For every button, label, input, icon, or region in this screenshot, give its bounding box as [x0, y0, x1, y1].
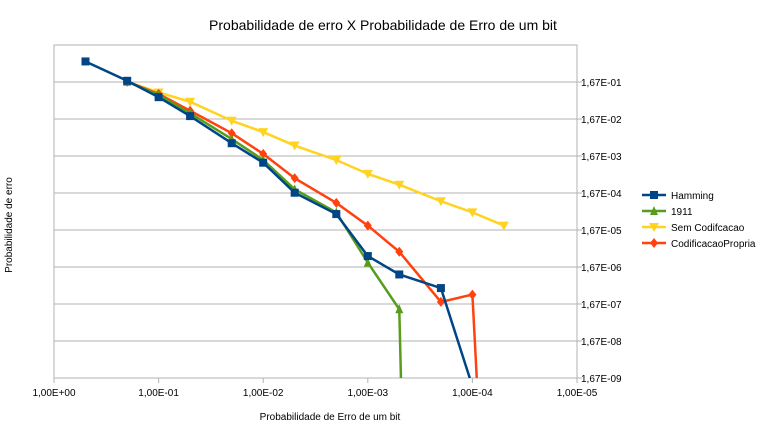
- y-axis-label: Probabilidade de erro: [4, 177, 15, 273]
- 1911-point: [395, 304, 404, 314]
- hamming-point: [290, 188, 299, 197]
- legend-hamming-point: [650, 191, 658, 199]
- series-line-sem-codifcacao: [126, 80, 505, 227]
- hamming-point: [227, 139, 236, 148]
- legend-label: Sem Codifcacao: [671, 223, 745, 234]
- x-tick-label: 1,00E-02: [243, 388, 284, 399]
- x-tick-label: 1,00E-03: [348, 388, 389, 399]
- y-axis: 1,67E-01 1,67E-02 1,67E-03 1,67E-04 1,67E-05…: [577, 78, 622, 385]
- codificacaopropria-point: [290, 173, 299, 184]
- series-codificacaopropria: [123, 76, 479, 378]
- hamming-point: [186, 112, 195, 121]
- legend-item-codificacaopropria: CodificacaoPropria: [642, 238, 756, 250]
- sem-codifcacao-point: [331, 156, 342, 166]
- series-1911: [123, 76, 404, 378]
- sem-codifcacao-point: [467, 208, 478, 218]
- plot-area-border: [53, 44, 578, 379]
- y-tick-label: 1,67E-09: [581, 374, 622, 385]
- grid: [54, 81, 577, 379]
- codificacaopropria-point: [395, 246, 404, 257]
- hamming-point: [81, 57, 90, 66]
- legend-item-hamming: Hamming: [642, 191, 714, 202]
- x-tick-label: 1,00E-01: [138, 388, 179, 399]
- x-axis-label: Probabilidade de Erro de um bit: [260, 412, 401, 423]
- codificacaopropria-point: [436, 296, 445, 307]
- legend-label: CodificacaoPropria: [671, 239, 756, 250]
- sem-codifcacao-point: [362, 169, 373, 179]
- legend-item-sem-codifcacao: Sem Codifcacao: [642, 223, 745, 234]
- legend-1911-point: [650, 206, 658, 215]
- series-layer: [81, 57, 509, 378]
- hamming-point: [332, 210, 341, 219]
- x-tick-label: 1,00E+00: [32, 388, 76, 399]
- legend-sem-codifcacao-point: [649, 223, 659, 232]
- y-tick-label: 1,67E-06: [581, 263, 622, 274]
- y-tick-label: 1,67E-04: [581, 189, 622, 200]
- y-tick-label: 1,67E-08: [581, 337, 622, 348]
- x-tick-label: 1,00E-05: [557, 388, 598, 399]
- y-tick-label: 1,67E-01: [581, 78, 622, 89]
- legend: Hamming 1911 Sem Codifcacao CodificacaoProp…: [642, 191, 756, 250]
- 1911-point: [363, 257, 372, 267]
- hamming-point: [395, 270, 404, 279]
- series-line-hamming: [84, 60, 472, 378]
- sem-codifcacao-point: [498, 221, 509, 231]
- sem-codifcacao-point: [435, 197, 446, 207]
- x-axis: 1,00E+00 1,00E-01 1,00E-02 1,00E-03 1,00E-04…: [32, 378, 598, 399]
- legend-label: Hamming: [671, 191, 714, 202]
- codificacaopropria-point: [332, 197, 341, 208]
- legend-label: 1911: [671, 207, 693, 218]
- hamming-point: [363, 252, 372, 261]
- y-tick-label: 1,67E-03: [581, 152, 622, 163]
- codificacaopropria-point: [227, 128, 236, 139]
- series-line-1911: [126, 80, 403, 378]
- sem-codifcacao-point: [226, 116, 237, 126]
- legend-item-1911: 1911: [642, 206, 693, 218]
- hamming-point: [436, 284, 445, 293]
- y-tick-label: 1,67E-05: [581, 226, 622, 237]
- series-sem-codifcacao: [122, 77, 509, 231]
- sem-codifcacao-point: [258, 128, 269, 138]
- sem-codifcacao-point: [394, 180, 405, 190]
- y-tick-label: 1,67E-07: [581, 300, 622, 311]
- hamming-point: [154, 93, 163, 102]
- y-tick-label: 1,67E-02: [581, 115, 622, 126]
- x-tick-label: 1,00E-04: [452, 388, 493, 399]
- codificacaopropria-point: [363, 220, 372, 231]
- codificacaopropria-point: [259, 148, 268, 159]
- legend-codificacaopropria-point: [650, 238, 658, 248]
- hamming-point: [123, 76, 132, 85]
- series-hamming: [81, 57, 472, 378]
- sem-codifcacao-point: [185, 97, 196, 107]
- hamming-point: [259, 158, 268, 167]
- sem-codifcacao-point: [289, 141, 300, 151]
- codificacaopropria-point: [468, 289, 477, 300]
- chart-title: Probabilidade de erro X Probabilidade de…: [209, 17, 557, 33]
